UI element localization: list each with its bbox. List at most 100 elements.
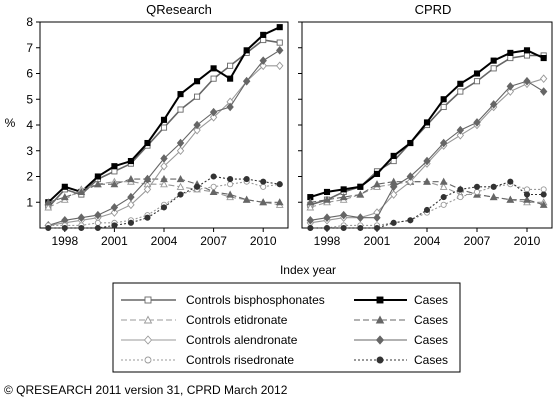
panel-qresearch: 1 2 3 4 5 6 7 8 1998 2001 2004 2007 2010: [26, 15, 289, 248]
data-point-ris_case: [540, 191, 547, 198]
data-point-alen_case: [473, 118, 481, 127]
legend-marker-ris-case: [376, 356, 384, 364]
data-point-bis_case: [194, 78, 201, 85]
data-point-ris_case: [45, 224, 52, 232]
data-point-alen_case: [127, 192, 135, 202]
legend-marker-ris-control: [144, 356, 152, 364]
y-tick-label: 3: [26, 144, 33, 158]
data-point-eti_case: [275, 198, 284, 206]
data-point-alen_control: [456, 131, 465, 140]
data-point-alen_case: [339, 210, 348, 220]
series-eti_case: [44, 175, 284, 206]
data-point-alen_control: [160, 161, 168, 171]
data-point-bis_case: [323, 188, 331, 196]
data-point-alen_control: [176, 146, 185, 156]
data-point-eti_control: [44, 203, 53, 211]
legend-label-ris-case: Cases: [414, 353, 448, 367]
legend-box: [112, 282, 461, 373]
data-point-eti_case: [110, 180, 119, 188]
data-point-alen_control: [143, 185, 152, 194]
data-point-ris_case: [490, 183, 497, 190]
data-point-eti_case: [226, 190, 234, 198]
data-point-alen_case: [456, 125, 465, 135]
data-point-bis_case: [210, 65, 217, 72]
data-point-eti_case: [539, 200, 548, 208]
data-point-ris_case: [94, 224, 101, 232]
data-point-bis_case: [227, 75, 234, 82]
data-point-ris_case: [390, 219, 397, 226]
legend-label-ris-control: Controls risedronate: [186, 353, 294, 367]
data-point-eti_case: [77, 187, 86, 196]
x-axis-label: Index year: [280, 263, 336, 277]
data-point-bis_control: [194, 93, 201, 100]
data-point-bis_control: [523, 52, 531, 59]
y-tick-label: 8: [26, 15, 33, 29]
y-tick-label: 6: [26, 67, 33, 81]
data-point-bis_case: [423, 119, 431, 126]
series-line-ris_control: [310, 183, 544, 229]
data-point-ris_case: [423, 206, 431, 214]
data-point-eti_case: [489, 193, 498, 201]
data-point-ris_case: [127, 219, 134, 226]
data-point-alen_control: [110, 208, 119, 217]
data-point-bis_case: [457, 80, 464, 87]
x-tick-label: 2001: [101, 234, 128, 248]
data-point-bis_case: [260, 31, 267, 38]
data-point-eti_case: [523, 195, 531, 203]
data-point-ris_case: [194, 183, 201, 190]
data-point-eti_case: [439, 177, 448, 185]
data-point-eti_case: [60, 193, 69, 201]
copyright-note: © QRESEARCH 2011 version 31, CPRD March …: [4, 383, 288, 397]
data-point-bis_case: [373, 170, 381, 177]
legend-label-alen-control: Controls alendronate: [186, 333, 298, 347]
panel-cprd: 1998 2001 2004 2007 2010: [298, 21, 553, 248]
x-tick-label: 2007: [200, 234, 227, 248]
data-point-bis_case: [94, 173, 101, 180]
data-point-bis_case: [160, 116, 168, 123]
data-point-eti_case: [323, 195, 331, 203]
data-point-alen_case: [489, 100, 498, 109]
data-point-eti_control: [306, 203, 315, 211]
data-point-ris_case: [440, 194, 447, 201]
data-point-ris_case: [276, 181, 283, 188]
data-point-bis_control: [160, 124, 168, 131]
data-point-alen_case: [176, 138, 185, 148]
data-point-ris_case: [243, 176, 250, 183]
data-point-alen_case: [143, 174, 152, 184]
legend-label-bis-control: Controls bisphosphonates: [186, 293, 325, 307]
y-axis-label: %: [5, 116, 16, 130]
x-tick-label: 2004: [414, 234, 441, 248]
data-point-eti_case: [94, 180, 102, 188]
data-point-alen_control: [389, 190, 398, 199]
data-point-bis_control: [210, 75, 217, 82]
x-tick-label: 1998: [51, 234, 78, 248]
data-point-alen_case: [373, 213, 381, 222]
data-point-alen_case: [323, 213, 331, 222]
series-line-ris_control: [48, 181, 280, 226]
data-point-alen_control: [193, 125, 201, 135]
data-point-bis_case: [357, 183, 364, 190]
data-point-bis_case: [440, 96, 447, 103]
legend-marker-alen-case: [375, 335, 385, 345]
data-point-bis_control: [260, 36, 267, 44]
data-point-ris_control: [440, 201, 447, 208]
series-alen_case: [306, 76, 548, 225]
data-point-alen_case: [439, 138, 448, 148]
series-alen_control: [306, 74, 548, 228]
data-point-alen_case: [242, 76, 251, 86]
legend: Controls bisphosphonates Cases Controls et…: [121, 293, 448, 367]
data-point-ris_control: [473, 188, 481, 195]
data-point-bis_case: [523, 47, 531, 54]
data-point-alen_case: [539, 87, 548, 96]
data-point-alen_control: [127, 200, 135, 210]
series-bis_case: [307, 47, 547, 201]
y-tick-label: 7: [26, 41, 33, 55]
data-point-ris_case: [373, 224, 381, 232]
data-point-alen_case: [77, 213, 86, 222]
data-point-bis_control: [490, 65, 497, 72]
data-point-eti_case: [242, 195, 251, 203]
data-point-bis_control: [457, 88, 464, 95]
data-point-alen_case: [389, 182, 398, 192]
data-point-alen_case: [193, 120, 201, 130]
